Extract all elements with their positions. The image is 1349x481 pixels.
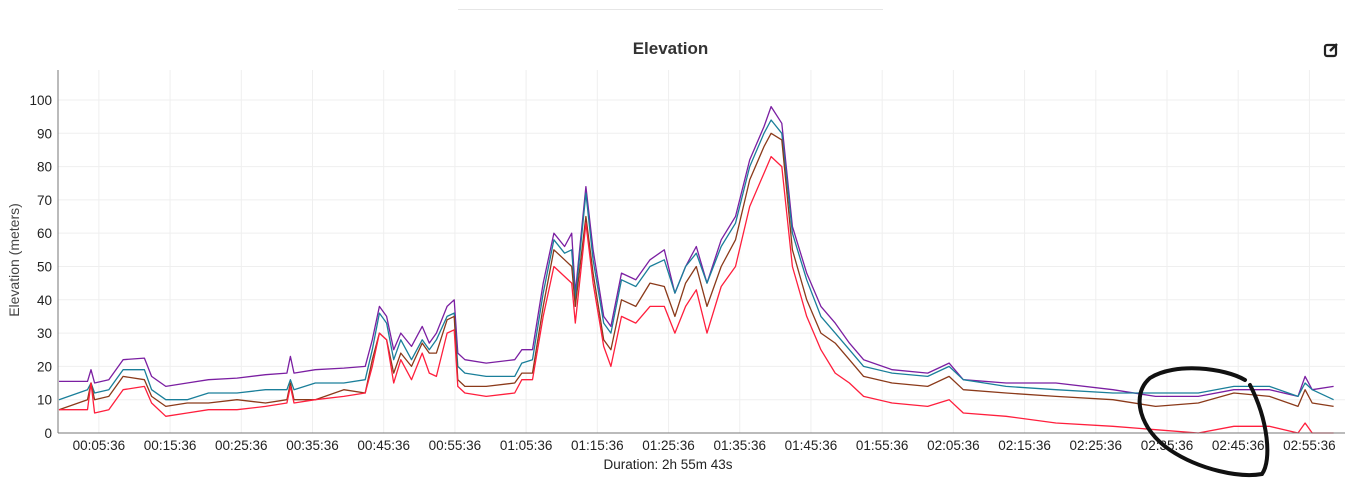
y-tick-label: 0 — [44, 426, 52, 441]
edit-icon[interactable] — [1323, 42, 1339, 58]
chart-title: Elevation — [632, 39, 709, 58]
y-tick-label: 80 — [37, 160, 52, 175]
y-axis-label: Elevation (meters) — [6, 203, 22, 317]
x-tick-label: 00:05:36 — [73, 438, 126, 453]
top-divider — [458, 9, 883, 10]
grid — [58, 70, 1345, 433]
series-line-teal — [58, 119, 1334, 401]
x-tick-label: 02:45:36 — [1212, 438, 1265, 453]
x-tick-label: 02:25:36 — [1069, 438, 1122, 453]
x-tick-label: 02:55:36 — [1283, 438, 1336, 453]
y-tick-label: 50 — [37, 259, 52, 274]
y-tick-label: 40 — [37, 293, 52, 308]
x-tick-label: 01:35:36 — [713, 438, 766, 453]
x-tick-label: 00:35:36 — [286, 438, 339, 453]
y-tick-label: 70 — [37, 193, 52, 208]
x-axis-label: Duration: 2h 55m 43s — [603, 457, 732, 472]
x-tick-label: 01:25:36 — [642, 438, 695, 453]
hand-drawn-circle-annotation — [1137, 366, 1270, 477]
series-line-purple — [59, 105, 1334, 398]
x-tick-label: 00:15:36 — [144, 438, 197, 453]
x-tick-label: 01:15:36 — [571, 438, 624, 453]
x-tick-label: 00:25:36 — [215, 438, 268, 453]
x-tick-label: 01:55:36 — [856, 438, 909, 453]
series-line-brown — [58, 132, 1334, 411]
series-line-red — [59, 155, 1334, 434]
y-tick-label: 100 — [29, 93, 52, 108]
x-tick-label: 01:05:36 — [500, 438, 553, 453]
series-lines — [58, 105, 1334, 434]
y-tick-label: 20 — [37, 359, 52, 374]
y-tick-label: 90 — [37, 126, 52, 141]
y-tick-label: 10 — [37, 393, 52, 408]
y-tick-label: 30 — [37, 326, 52, 341]
x-tick-label: 00:45:36 — [357, 438, 410, 453]
x-tick-label: 01:45:36 — [785, 438, 838, 453]
x-tick-label: 02:05:36 — [927, 438, 980, 453]
x-tick-label: 02:15:36 — [998, 438, 1051, 453]
x-tick-label: 00:55:36 — [429, 438, 482, 453]
y-tick-label: 60 — [37, 226, 52, 241]
